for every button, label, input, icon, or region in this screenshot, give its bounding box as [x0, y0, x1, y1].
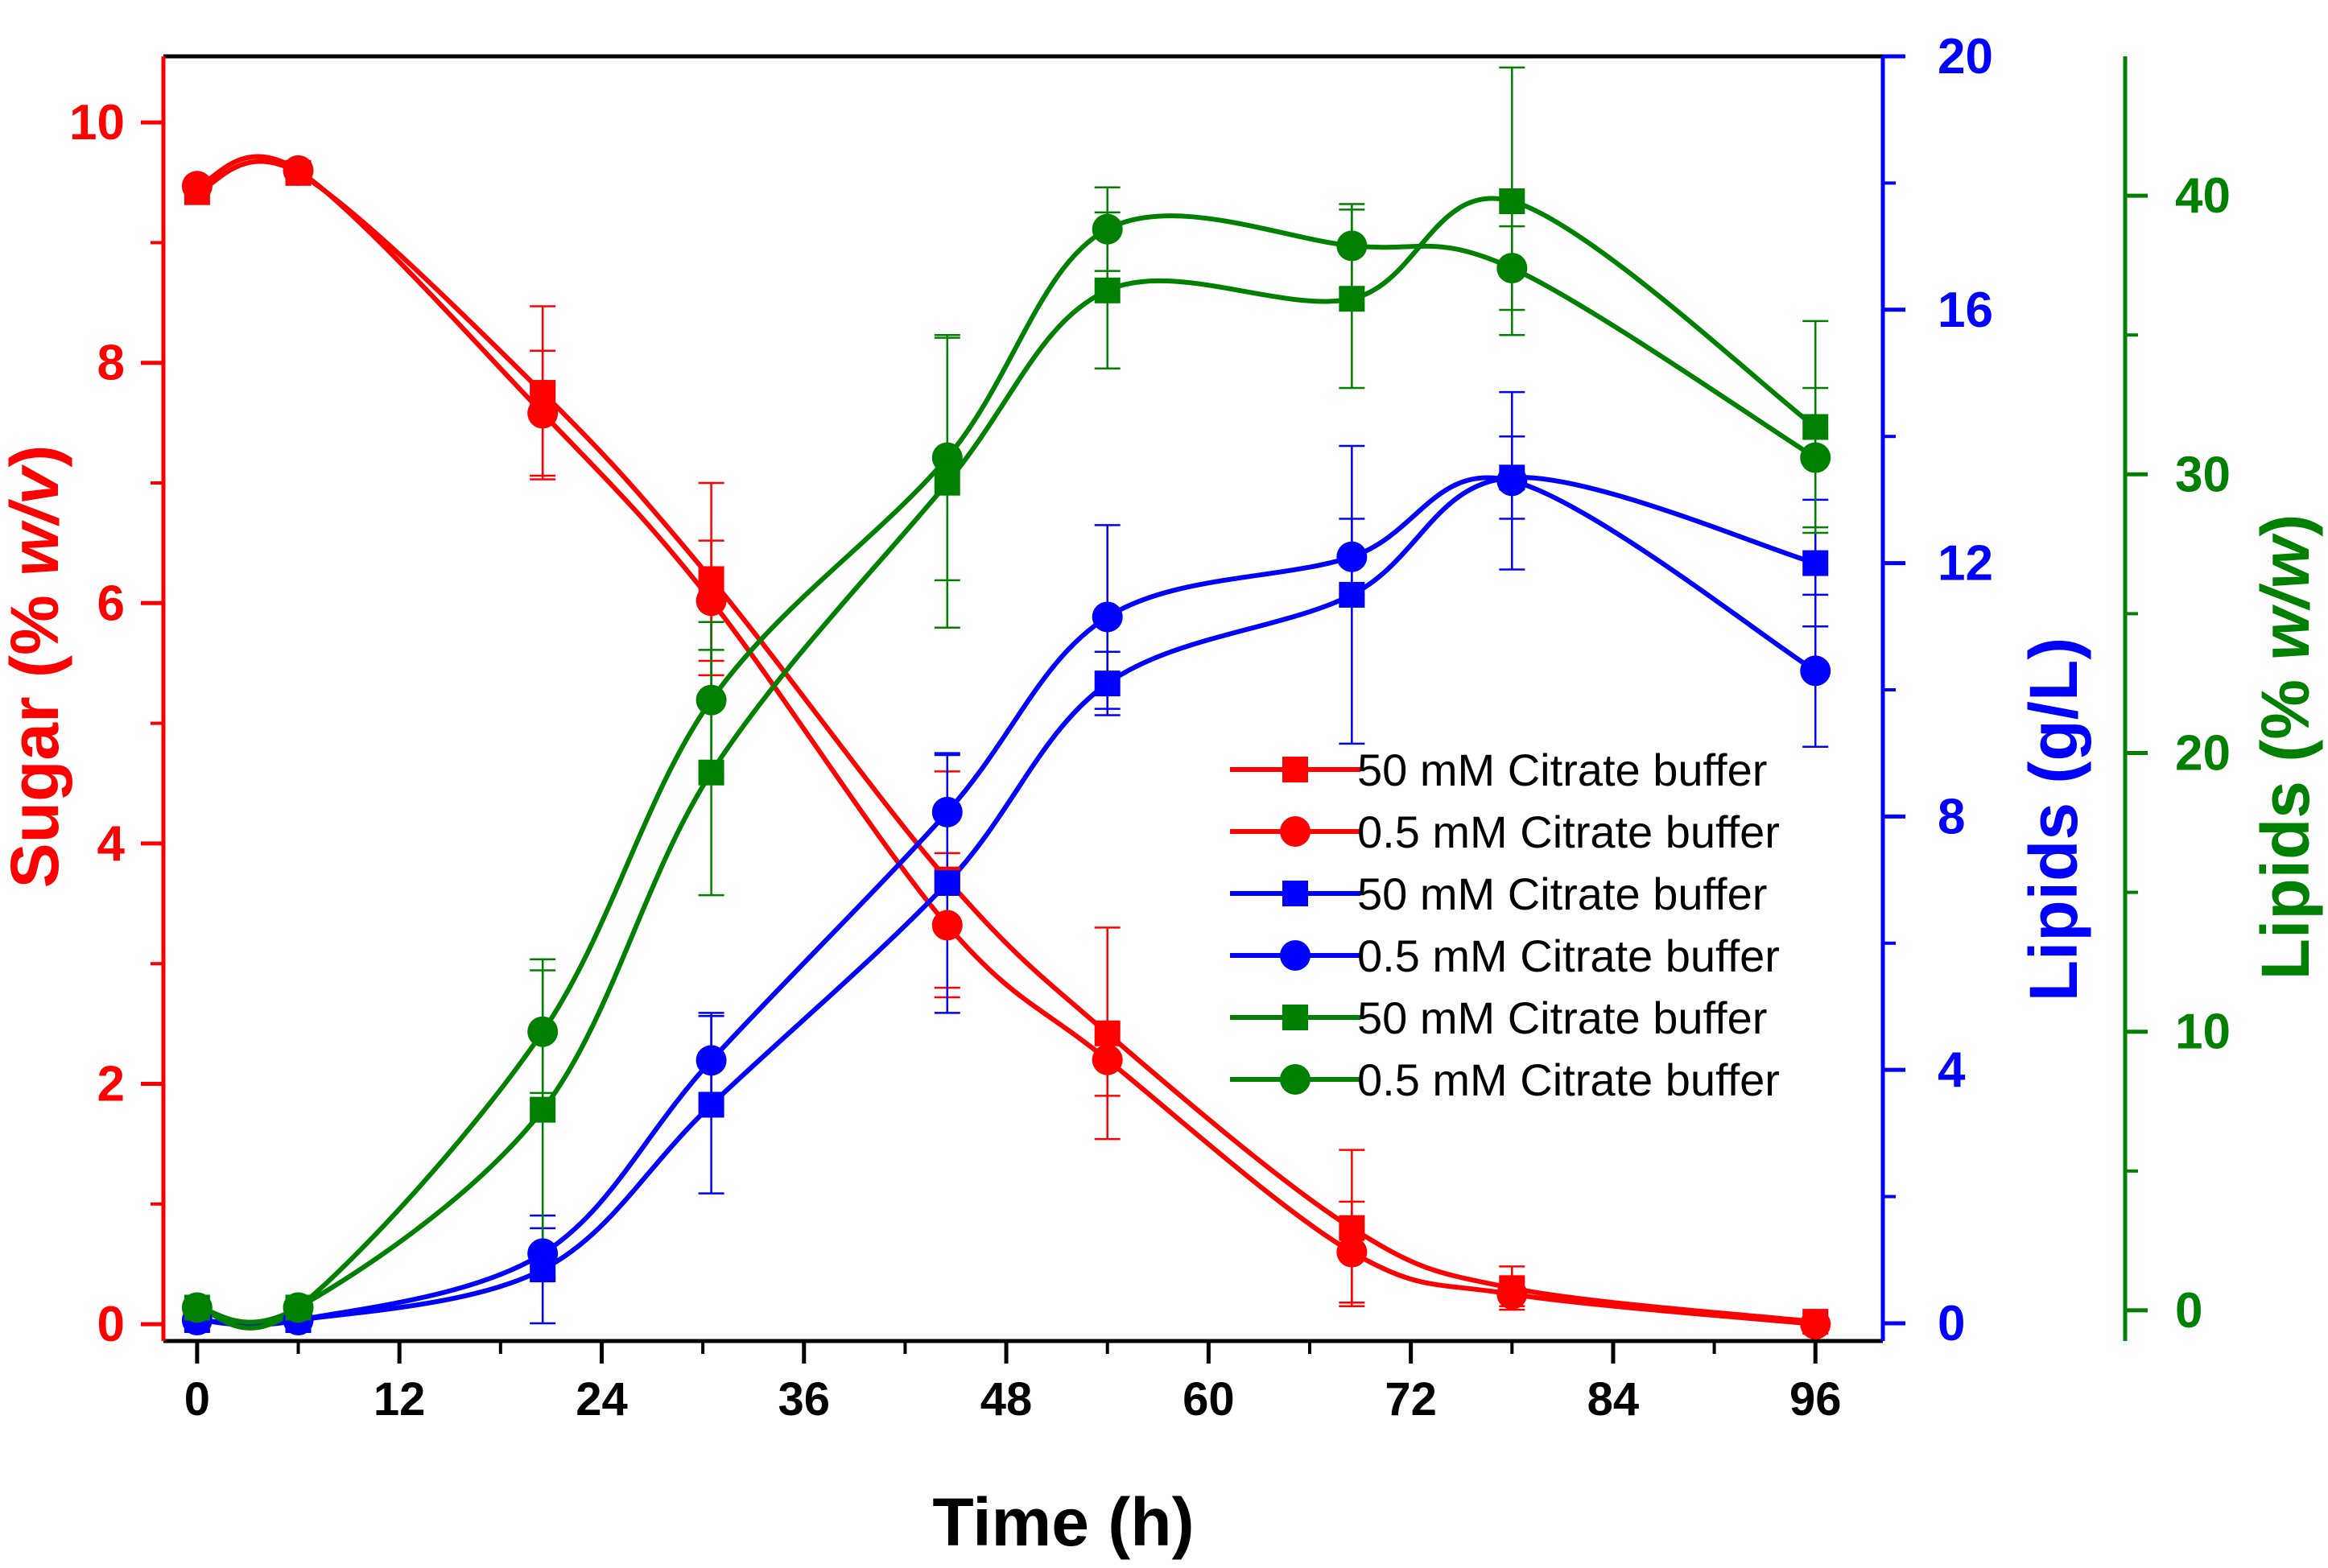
legend-label: 0.5 mM Citrate buffer [1357, 1054, 1780, 1105]
sugar-tick-label: 0 [97, 1297, 125, 1352]
legend-label: 50 mM Citrate buffer [1357, 745, 1767, 795]
legend-label: 50 mM Citrate buffer [1357, 992, 1767, 1043]
data-point-square [1339, 1215, 1365, 1241]
legend-marker-circle [1280, 816, 1311, 847]
data-point-square [1094, 277, 1121, 303]
lipids-gl-tick-label: 4 [1938, 1042, 1966, 1098]
lipids-gl-tick-label: 8 [1938, 789, 1965, 844]
data-point-circle [1800, 655, 1831, 687]
data-point-square [1802, 550, 1829, 576]
x-tick-label: 96 [1789, 1373, 1842, 1426]
sugar-tick-label: 10 [69, 95, 125, 151]
data-point-square [1499, 188, 1525, 215]
legend-marker-circle [1280, 1064, 1311, 1095]
data-point-circle [1092, 601, 1123, 633]
data-point-circle [181, 171, 213, 202]
data-point-square [698, 759, 724, 786]
sugar-tick-label: 2 [97, 1057, 125, 1112]
lipids-ww-tick-label: 30 [2175, 447, 2231, 502]
data-point-circle [1336, 230, 1368, 262]
legend: 50 mM Citrate buffer 0.5 mM Citrate buffe… [1230, 745, 1780, 1105]
x-tick-label: 0 [184, 1373, 210, 1426]
lipids-gl-tick-label: 16 [1938, 283, 1993, 338]
data-point-circle [527, 398, 559, 429]
data-point-square [934, 870, 960, 897]
lipids-gl-tick-label: 20 [1938, 29, 1993, 85]
x-tick-label: 72 [1385, 1373, 1437, 1426]
data-point-circle [283, 155, 314, 186]
data-point-circle [931, 796, 963, 827]
data-point-circle [696, 684, 727, 716]
data-point-circle [181, 1292, 213, 1323]
x-tick-label: 36 [778, 1373, 831, 1426]
lipids-ww-tick-label: 40 [2175, 168, 2231, 224]
lipids-ww-tick-label: 20 [2175, 726, 2231, 782]
legend-label: 50 mM Citrate buffer [1357, 869, 1767, 919]
data-point-circle [696, 1045, 727, 1076]
data-point-circle [696, 585, 727, 617]
data-point-circle [1496, 253, 1528, 284]
sugar-axis-title-suffix: ) [0, 445, 72, 468]
data-point-square [698, 1091, 724, 1118]
sugar-axis-title-italic: w/v [0, 464, 72, 576]
data-point-circle [527, 1016, 559, 1047]
series-line-3 [196, 475, 1817, 1328]
legend-marker-square [1282, 881, 1308, 906]
lipids-ww-axis-title-italic: w/w [2248, 533, 2323, 661]
data-point-square [1802, 414, 1829, 440]
sugar-tick-label: 6 [97, 576, 125, 631]
lipids-ww-tick-label: 0 [2175, 1283, 2202, 1339]
x-tick-label: 24 [576, 1373, 628, 1426]
data-point-circle [1336, 541, 1368, 572]
sugar-tick-label: 4 [97, 816, 126, 872]
data-point-circle [1496, 465, 1528, 497]
x-tick-label: 12 [374, 1373, 426, 1426]
lipids-gl-tick-label: 12 [1938, 536, 1993, 592]
data-point-circle [1092, 1044, 1123, 1075]
legend-label: 0.5 mM Citrate buffer [1357, 930, 1780, 981]
data-point-square [1339, 286, 1365, 312]
lipids-ww-axis-title: Lipids (% w/w) [2248, 514, 2323, 980]
x-tick-label: 48 [980, 1373, 1033, 1426]
lipids-gl-axis-title: Lipids (g/L) [2016, 638, 2091, 1002]
lipids-ww-axis-title-suffix: ) [2248, 514, 2323, 537]
legend-marker-circle [1280, 940, 1311, 971]
series-line-2 [196, 475, 1817, 1327]
data-point-square [934, 469, 960, 496]
data-point-circle [1092, 213, 1123, 245]
legend-marker-square [1282, 757, 1308, 782]
data-point-square [1339, 581, 1365, 608]
data-point-circle [1496, 1278, 1528, 1310]
data-point-circle [931, 442, 963, 473]
data-point-square [1094, 1020, 1121, 1046]
data-markers [181, 155, 1831, 1340]
legend-marker-square [1282, 1005, 1308, 1030]
lipids-gl-tick-label: 0 [1938, 1296, 1965, 1351]
data-point-circle [1800, 442, 1831, 473]
legend-label: 0.5 mM Citrate buffer [1357, 807, 1780, 857]
data-point-circle [1336, 1236, 1368, 1268]
x-tick-label: 84 [1587, 1373, 1640, 1426]
data-point-circle [1800, 1309, 1831, 1340]
x-tick-label: 60 [1183, 1373, 1235, 1426]
data-point-square [530, 1096, 556, 1123]
data-point-circle [283, 1292, 314, 1323]
data-point-circle [527, 1238, 559, 1269]
data-point-circle [931, 910, 963, 941]
sugar-axis-title: Sugar (% w/v) [0, 445, 72, 889]
lipids-ww-axis-title-prefix: Lipids (% [2248, 661, 2323, 980]
lipids-ww-tick-label: 10 [2175, 1005, 2231, 1060]
x-axis-title: Time (h) [932, 1484, 1194, 1560]
sugar-axis-title-prefix: Sugar (% [0, 576, 72, 888]
sugar-tick-label: 8 [97, 336, 125, 391]
data-point-square [1094, 671, 1121, 697]
